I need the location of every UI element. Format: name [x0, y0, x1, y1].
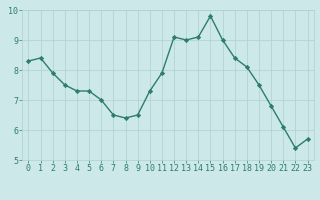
Text: Humidex (Indice chaleur): Humidex (Indice chaleur) — [85, 183, 235, 193]
